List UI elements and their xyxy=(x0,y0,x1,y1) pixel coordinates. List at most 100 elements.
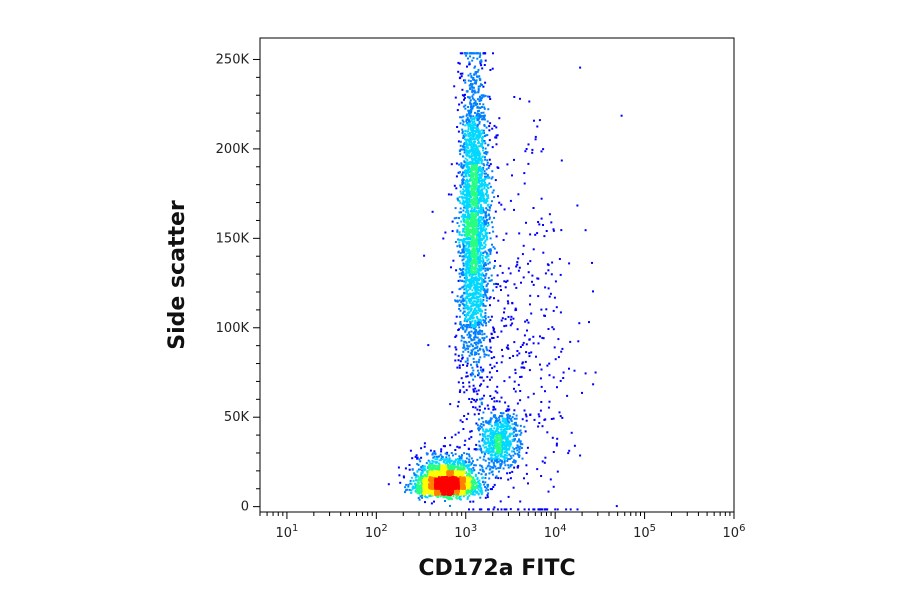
event-point xyxy=(506,438,509,441)
event-point xyxy=(464,228,466,231)
event-point xyxy=(458,241,461,244)
event-point xyxy=(520,375,523,378)
event-point xyxy=(423,465,426,468)
event-point xyxy=(466,285,469,288)
event-point xyxy=(508,376,511,379)
event-point xyxy=(467,132,470,135)
event-point xyxy=(478,220,481,223)
event-point xyxy=(470,430,473,433)
event-point xyxy=(455,269,458,272)
event-point xyxy=(466,496,469,499)
event-point xyxy=(467,234,470,237)
event-point xyxy=(511,302,514,305)
event-point xyxy=(480,210,483,213)
event-point xyxy=(470,214,473,217)
event-point xyxy=(485,322,487,325)
event-point xyxy=(427,344,430,347)
event-point xyxy=(465,120,468,123)
event-point xyxy=(464,317,466,320)
event-point xyxy=(476,149,479,152)
event-point xyxy=(477,373,480,376)
event-point xyxy=(479,184,482,187)
event-point xyxy=(461,173,464,176)
event-point xyxy=(483,332,486,335)
event-point xyxy=(462,495,465,498)
event-point xyxy=(495,282,498,285)
event-point xyxy=(559,415,562,418)
event-point xyxy=(469,114,472,117)
event-point xyxy=(544,456,547,459)
event-point xyxy=(481,333,484,336)
event-point xyxy=(477,142,480,144)
event-point xyxy=(483,315,486,318)
event-point xyxy=(501,317,504,320)
event-point xyxy=(485,285,488,288)
event-point xyxy=(483,246,486,248)
event-point xyxy=(489,248,491,251)
event-point xyxy=(521,253,524,256)
event-point xyxy=(457,238,460,241)
event-point xyxy=(507,466,510,469)
event-point xyxy=(418,458,421,461)
event-point xyxy=(471,372,474,374)
event-point xyxy=(482,480,485,483)
event-point xyxy=(513,448,516,450)
event-point xyxy=(460,192,463,195)
event-point xyxy=(485,238,488,241)
event-point xyxy=(511,416,514,419)
event-point xyxy=(470,245,473,248)
event-point xyxy=(479,293,482,296)
event-point xyxy=(476,154,479,157)
event-point xyxy=(470,349,473,352)
event-point xyxy=(487,422,490,425)
event-point xyxy=(506,414,509,417)
event-point xyxy=(480,195,483,198)
event-point xyxy=(468,306,471,309)
event-point xyxy=(469,267,472,270)
event-point xyxy=(540,475,543,477)
event-point xyxy=(529,413,532,416)
event-point xyxy=(433,465,435,468)
event-point xyxy=(484,489,487,492)
event-point xyxy=(438,464,441,467)
event-point xyxy=(482,129,485,132)
event-point xyxy=(476,187,479,190)
event-point xyxy=(489,319,492,322)
event-point xyxy=(477,300,480,303)
event-point xyxy=(532,248,535,251)
event-point xyxy=(478,181,481,184)
event-point xyxy=(472,237,475,240)
event-point xyxy=(508,357,511,359)
event-point xyxy=(509,272,512,275)
event-point xyxy=(490,274,493,277)
event-point xyxy=(492,337,495,339)
event-point xyxy=(477,488,480,491)
event-point xyxy=(486,291,489,294)
event-point xyxy=(425,462,428,465)
event-point xyxy=(479,433,482,436)
event-point xyxy=(420,486,423,489)
event-point xyxy=(528,352,531,355)
event-point xyxy=(463,149,466,152)
event-point xyxy=(468,464,471,467)
event-point xyxy=(464,93,466,96)
event-point xyxy=(491,170,494,173)
event-point xyxy=(459,140,462,143)
event-point xyxy=(482,247,485,250)
event-point xyxy=(471,231,474,234)
event-point xyxy=(420,491,423,494)
event-point xyxy=(458,288,461,291)
event-point xyxy=(525,415,528,418)
event-point xyxy=(475,156,478,159)
event-point xyxy=(467,465,470,468)
event-point xyxy=(536,468,539,471)
event-point xyxy=(489,279,492,282)
event-point xyxy=(485,420,488,423)
event-point xyxy=(470,52,473,55)
event-point xyxy=(469,123,472,126)
event-point xyxy=(469,294,472,297)
event-point xyxy=(465,169,468,172)
event-point xyxy=(531,148,534,151)
event-point xyxy=(478,169,481,172)
event-point xyxy=(478,130,481,133)
